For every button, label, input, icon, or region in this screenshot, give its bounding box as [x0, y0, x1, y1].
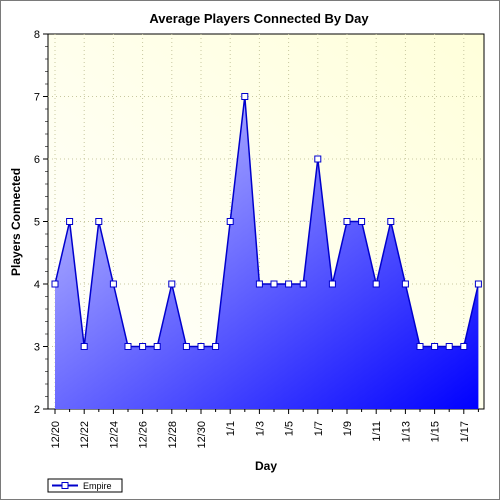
data-point — [270, 280, 278, 288]
y-tick-label: 8 — [34, 29, 40, 41]
data-point — [153, 343, 161, 350]
data-point — [80, 343, 88, 350]
data-point — [226, 218, 234, 225]
data-point — [168, 280, 176, 288]
data-point — [255, 280, 263, 288]
data-point — [124, 343, 132, 350]
y-tick-label: 6 — [34, 154, 40, 166]
data-point — [474, 280, 482, 288]
x-tick-label: 1/3 — [254, 421, 266, 436]
x-tick-label: 12/20 — [50, 421, 62, 449]
y-tick-label: 7 — [34, 92, 40, 104]
legend-marker — [61, 482, 69, 489]
x-tick-label: 12/28 — [167, 421, 179, 449]
legend-label-empire: Empire — [83, 481, 112, 491]
data-point — [416, 343, 424, 350]
data-point — [299, 280, 307, 288]
data-point — [401, 280, 409, 288]
series-line-empire — [54, 96, 480, 348]
data-point — [197, 343, 205, 350]
data-point — [343, 218, 351, 225]
series-points-layer — [51, 93, 482, 350]
data-point — [387, 218, 395, 225]
data-point — [212, 343, 220, 350]
x-tick-label: 12/26 — [138, 421, 150, 449]
data-point — [328, 280, 336, 288]
data-point — [445, 343, 453, 350]
data-point — [431, 343, 439, 350]
y-axis-title: Players Connected — [9, 168, 23, 276]
x-tick-label: 12/24 — [108, 421, 120, 449]
series-area-layer — [54, 96, 480, 409]
x-tick-label: 1/17 — [459, 421, 471, 442]
data-point — [139, 343, 147, 350]
x-axis: 12/20 12/22 12/24 12/26 12/28 12/30 1/1 1/3 1/5 1… — [50, 409, 479, 449]
x-tick-label: 12/22 — [79, 421, 91, 449]
x-tick-label: 1/9 — [342, 421, 354, 436]
data-point — [358, 218, 366, 225]
data-point — [241, 93, 249, 100]
data-point — [285, 280, 293, 288]
data-point — [314, 155, 322, 163]
x-axis-title: Day — [255, 459, 277, 473]
x-tick-label: 12/30 — [196, 421, 208, 449]
x-tick-label: 1/13 — [400, 421, 412, 442]
data-point — [109, 280, 117, 288]
x-tick-label: 1/7 — [313, 421, 325, 436]
data-point — [95, 218, 103, 225]
y-tick-label: 3 — [34, 342, 40, 354]
x-tick-label: 1/15 — [430, 421, 442, 442]
data-point — [182, 343, 190, 350]
y-tick-label: 4 — [34, 279, 40, 291]
y-tick-label: 2 — [34, 404, 40, 416]
legend: Empire — [47, 478, 123, 493]
x-tick-label: 1/5 — [284, 421, 296, 436]
data-point — [460, 343, 468, 350]
y-axis: 2 3 4 5 6 7 8 — [34, 29, 48, 416]
data-point — [51, 280, 59, 288]
data-point — [66, 218, 74, 225]
chart-title: Average Players Connected By Day — [149, 11, 369, 26]
data-point — [372, 280, 380, 288]
x-tick-label: 1/11 — [371, 421, 383, 442]
x-tick-label: 1/1 — [225, 421, 237, 436]
y-tick-label: 5 — [34, 217, 40, 229]
